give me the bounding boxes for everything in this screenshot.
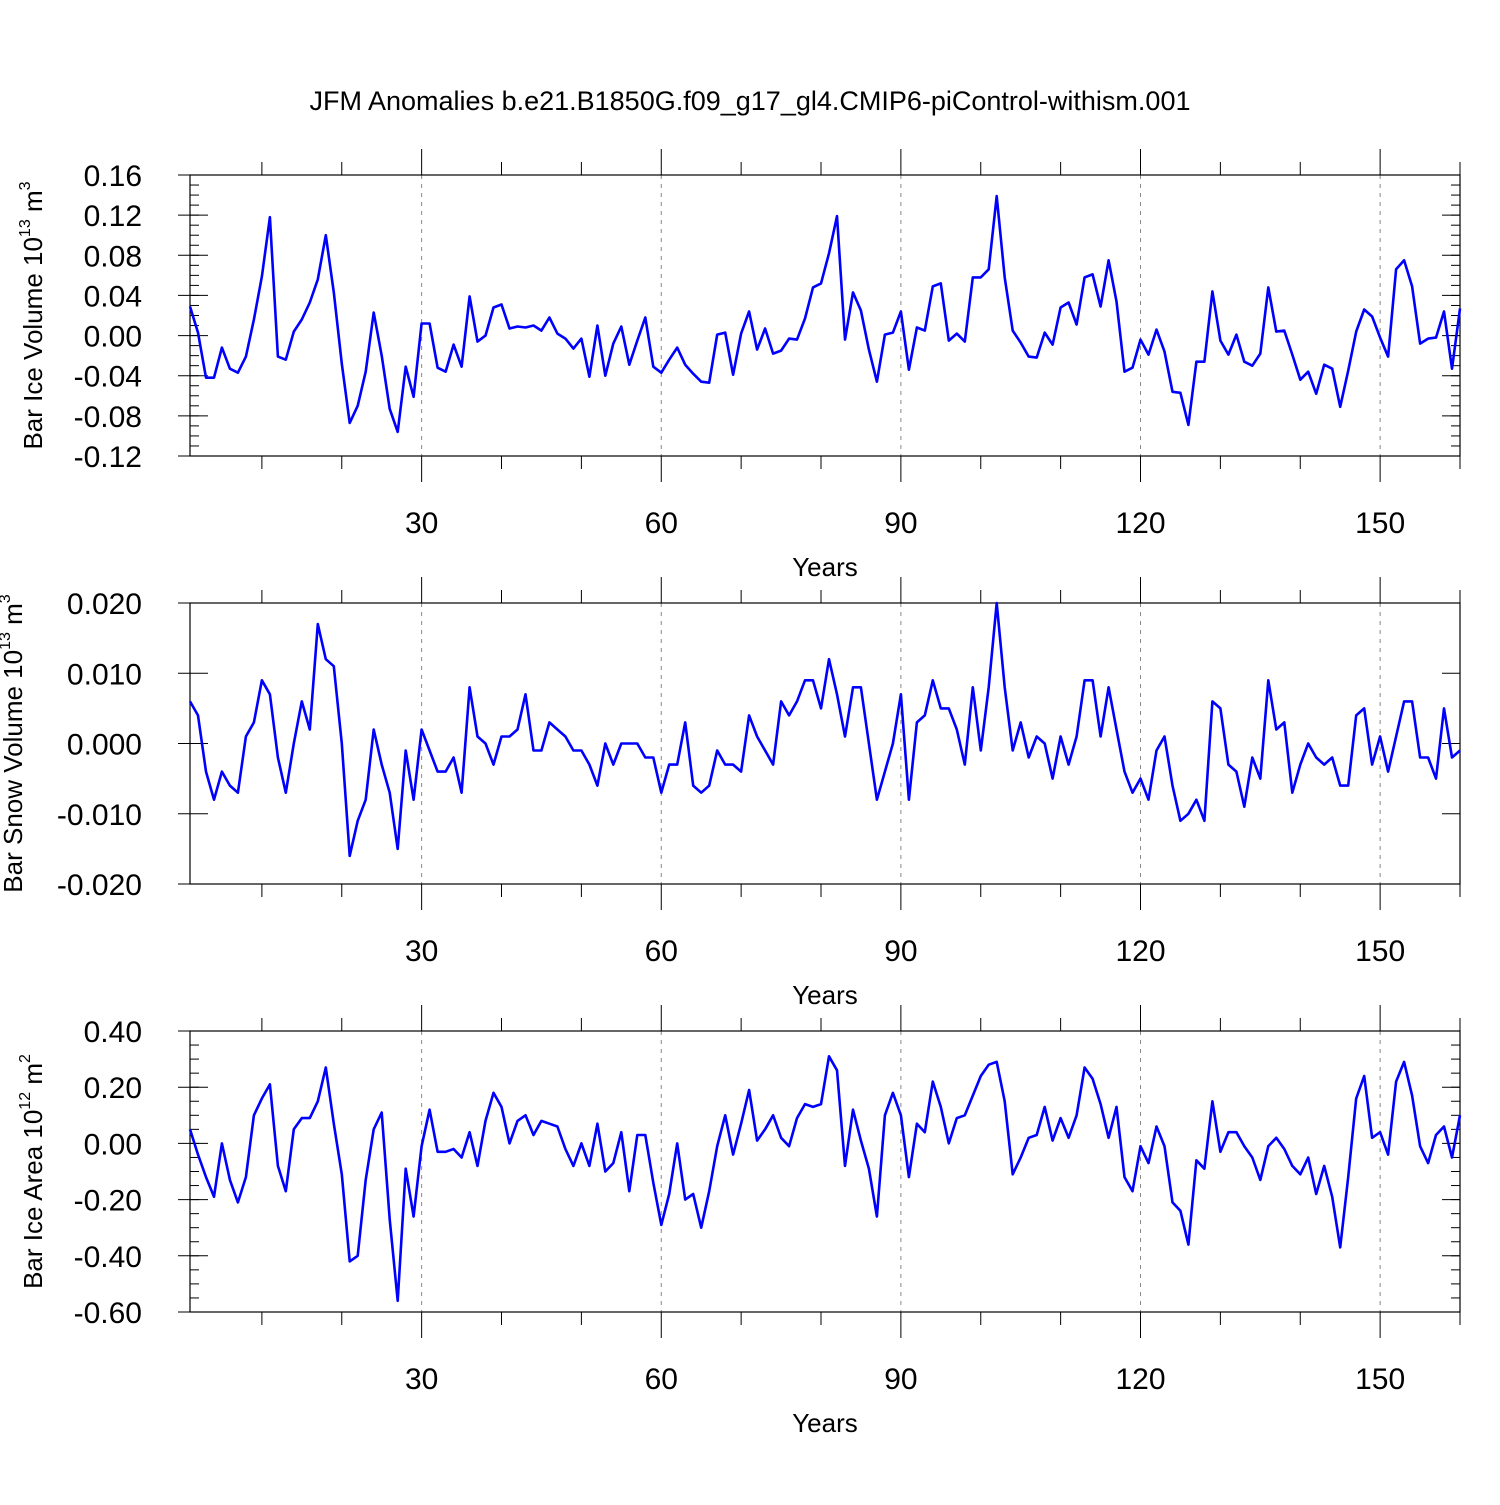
- y-tick-label: 0.00: [84, 1128, 142, 1161]
- y-axis-label-exponent: 13: [17, 219, 34, 237]
- y-axis-label-exponent: 12: [17, 1092, 34, 1110]
- x-tick-label: 30: [405, 507, 438, 540]
- y-tick-label: 0.08: [84, 240, 142, 273]
- y-axis-label-unit: m: [18, 1063, 48, 1092]
- chart-panel-3: -0.60 -0.40 -0.20 0.00 0.20 0.40 30 60 90 120 150 Y…: [17, 1005, 1462, 1438]
- y-axis-label-unit: m: [0, 603, 28, 632]
- series-line-1: [188, 194, 1462, 434]
- y-tick-label: -0.04: [74, 361, 142, 394]
- y-tick-label: -0.20: [74, 1185, 142, 1218]
- plot-frame: [189, 174, 1461, 457]
- y-tick-label: 0.00: [84, 321, 142, 354]
- x-axis-label: Years: [792, 980, 858, 1010]
- y-axis-label: Bar Snow Volume 1013 m3: [0, 594, 28, 893]
- x-axis-label: Years: [792, 1408, 858, 1438]
- y-axis-label: Bar Ice Volume 1013 m3: [17, 181, 48, 449]
- x-tick-label: 120: [1115, 1363, 1165, 1396]
- y-tick-label: 0.010: [67, 658, 142, 691]
- x-tick-label: 60: [645, 507, 678, 540]
- figure-title: JFM Anomalies b.e21.B1850G.f09_g17_gl4.C…: [310, 86, 1191, 116]
- x-tick-label: 60: [645, 1363, 678, 1396]
- y-axis-label-unit-exponent: 3: [0, 594, 14, 603]
- y-tick-label: 0.12: [84, 200, 142, 233]
- y-tick-label: 0.20: [84, 1072, 142, 1105]
- x-tick-label: 30: [405, 935, 438, 968]
- x-tick-label: 120: [1115, 507, 1165, 540]
- series-line-1: [188, 601, 1461, 858]
- y-axis-label-unit-exponent: 2: [17, 1054, 34, 1063]
- y-tick-label: 0.40: [84, 1016, 142, 1049]
- y-axis-label-unit-exponent: 3: [17, 181, 34, 190]
- y-tick-label: 0.16: [84, 160, 142, 193]
- y-axis-label-unit: m: [18, 190, 48, 219]
- x-tick-label: 150: [1355, 507, 1405, 540]
- y-axis-label-main: Bar Ice Area 10: [18, 1110, 48, 1289]
- y-tick-label: 0.000: [67, 729, 142, 762]
- y-tick-label: 0.04: [84, 280, 142, 313]
- y-axis-label-exponent: 13: [0, 632, 14, 650]
- y-axis-label-main: Bar Ice Volume 10: [18, 237, 48, 449]
- y-axis-label: Bar Ice Area 1012 m2: [17, 1054, 48, 1289]
- x-tick-label: 30: [405, 1363, 438, 1396]
- y-tick-label: -0.60: [74, 1297, 142, 1330]
- y-tick-label: -0.010: [57, 799, 142, 832]
- y-tick-label: 0.020: [67, 588, 142, 621]
- series-line-1: [188, 1055, 1462, 1303]
- x-tick-label: 120: [1115, 935, 1165, 968]
- y-tick-label: -0.08: [74, 401, 142, 434]
- plot-frame: [189, 1030, 1461, 1313]
- chart-panel-1: -0.12 -0.08 -0.04 0.00 0.04 0.08 0.12 0.16 30 60 9…: [17, 149, 1462, 582]
- x-tick-label: 60: [645, 935, 678, 968]
- x-tick-label: 90: [884, 935, 917, 968]
- x-tick-label: 90: [884, 507, 917, 540]
- x-tick-label: 150: [1355, 935, 1405, 968]
- x-tick-label: 90: [884, 1363, 917, 1396]
- x-tick-label: 150: [1355, 1363, 1405, 1396]
- plot-frame: [189, 602, 1461, 885]
- y-tick-label: -0.020: [57, 869, 142, 902]
- y-axis-label-main: Bar Snow Volume 10: [0, 650, 28, 893]
- x-axis-label: Years: [792, 552, 858, 582]
- y-tick-label: -0.40: [74, 1241, 142, 1274]
- y-tick-label: -0.12: [74, 441, 142, 474]
- chart-panel-2: -0.020 -0.010 0.000 0.010 0.020 30 60 90 120 150 Y…: [0, 577, 1461, 1010]
